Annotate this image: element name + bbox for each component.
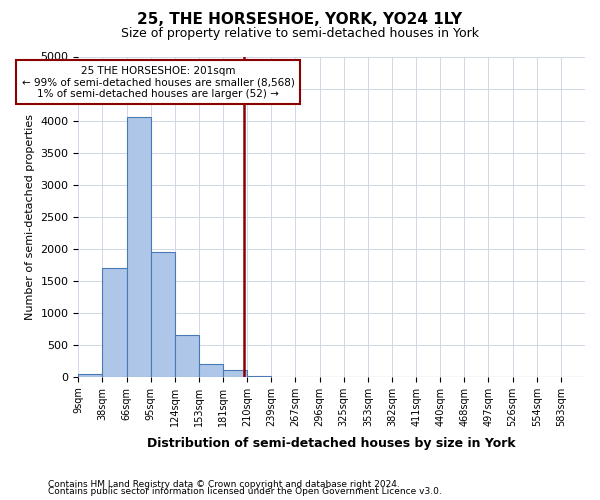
Text: Contains public sector information licensed under the Open Government Licence v3: Contains public sector information licen… xyxy=(48,487,442,496)
Bar xyxy=(127,118,151,377)
Bar xyxy=(79,374,103,377)
X-axis label: Distribution of semi-detached houses by size in York: Distribution of semi-detached houses by … xyxy=(148,437,516,450)
Y-axis label: Number of semi-detached properties: Number of semi-detached properties xyxy=(25,114,35,320)
Bar xyxy=(223,370,247,377)
Text: Contains HM Land Registry data © Crown copyright and database right 2024.: Contains HM Land Registry data © Crown c… xyxy=(48,480,400,489)
Text: 25 THE HORSESHOE: 201sqm
← 99% of semi-detached houses are smaller (8,568)
1% of: 25 THE HORSESHOE: 201sqm ← 99% of semi-d… xyxy=(22,66,295,98)
Bar xyxy=(151,252,175,377)
Bar xyxy=(103,268,127,377)
Bar xyxy=(199,364,223,377)
Text: 25, THE HORSESHOE, YORK, YO24 1LY: 25, THE HORSESHOE, YORK, YO24 1LY xyxy=(137,12,463,28)
Bar xyxy=(175,335,199,377)
Text: Size of property relative to semi-detached houses in York: Size of property relative to semi-detach… xyxy=(121,28,479,40)
Bar xyxy=(247,376,271,377)
